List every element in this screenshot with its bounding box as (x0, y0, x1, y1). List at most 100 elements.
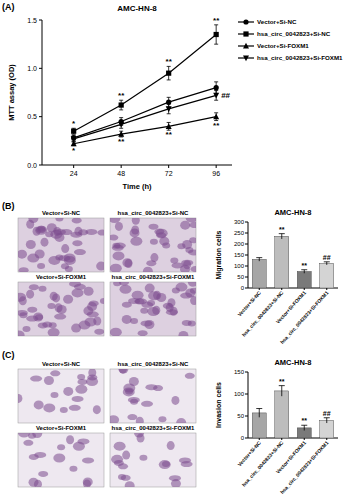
cell (110, 415, 119, 423)
cell (97, 230, 104, 236)
y-tick (39, 116, 42, 117)
chart-title: AMC-HN-8 (274, 208, 311, 217)
cell (53, 454, 65, 463)
y-tick (245, 244, 248, 245)
background (0, 0, 346, 500)
cell (47, 223, 57, 232)
cell (48, 328, 60, 336)
micrograph (107, 365, 196, 427)
y-axis-label: Invasion cells (215, 382, 222, 428)
error-bar (214, 113, 218, 121)
y-tick (39, 165, 42, 166)
x-tick (73, 165, 74, 168)
legend: Vector+Si-NChsa_circ_0042823+Si-NCVector… (238, 18, 343, 61)
series-line (74, 95, 217, 138)
cell (26, 220, 34, 229)
y-tick-label: 0 (241, 285, 245, 291)
cell (186, 218, 196, 223)
cell (96, 262, 104, 271)
marker (166, 123, 172, 129)
micrograph (18, 429, 104, 489)
cell (122, 258, 132, 267)
cell (112, 245, 124, 251)
bar-chart: AMC-HN-8050100150200250300Migration cell… (215, 208, 338, 345)
y-tick-label: 50 (237, 274, 244, 280)
cell (167, 441, 175, 450)
error-bar (324, 418, 330, 423)
y-tick (39, 20, 42, 21)
legend-marker (243, 31, 248, 36)
cell (72, 218, 82, 223)
y-tick (39, 68, 42, 69)
annotation: ** (213, 121, 220, 130)
y-tick (245, 277, 248, 278)
cell (94, 329, 104, 335)
cell (82, 457, 94, 463)
error-bar (119, 100, 123, 110)
marker (214, 85, 219, 90)
legend-label: hsa_circ_0042823+Si-NC (257, 30, 331, 37)
cell (35, 314, 43, 320)
y-tick (245, 438, 248, 439)
bar (275, 391, 289, 438)
plot-area (252, 386, 333, 438)
cell (93, 405, 101, 414)
cell (18, 394, 22, 403)
cell (127, 414, 137, 420)
cell (119, 282, 129, 286)
y-tick (245, 233, 248, 234)
error-bar (279, 386, 285, 397)
x-tick-label: 96 (212, 170, 220, 177)
annotation: ** (302, 262, 308, 269)
cell (19, 267, 29, 272)
cell (66, 435, 74, 444)
legend-marker (243, 55, 249, 61)
cell (38, 471, 48, 477)
cell (18, 250, 27, 259)
cell (60, 407, 68, 413)
annotation: ## (323, 410, 331, 417)
cell (140, 308, 148, 314)
y-tick-label: 0.0 (27, 162, 37, 169)
cells (110, 282, 196, 336)
marker (71, 136, 77, 142)
image-frame (110, 433, 196, 487)
annotation: ** (302, 417, 308, 424)
y-tick-label: 50 (237, 413, 244, 419)
cell (69, 405, 81, 411)
legend-label: Vector+Si-NC (257, 18, 297, 25)
image-label: hsa_circ_0042823+Si-NC (118, 361, 190, 367)
cell (18, 310, 28, 316)
y-tick-label: 1.5 (27, 17, 37, 24)
cell (115, 222, 123, 231)
cell (26, 240, 36, 249)
cell (130, 228, 140, 237)
cells (18, 282, 104, 336)
cell (110, 328, 122, 336)
cell (171, 396, 179, 405)
cell (47, 303, 55, 309)
cell (71, 288, 83, 297)
cell (74, 249, 86, 255)
x-tick (326, 438, 327, 440)
error-bar (301, 425, 307, 430)
cell (18, 293, 26, 302)
x-tick-label: 48 (117, 170, 125, 177)
image-frame (110, 369, 196, 423)
bar (252, 259, 266, 288)
cell (170, 258, 178, 264)
cell (23, 440, 33, 446)
error-bar (72, 128, 76, 134)
x-tick-label: 72 (165, 170, 173, 177)
error-bar (256, 409, 262, 418)
image-label: hsa_circ_0042823+Si-NC (118, 210, 190, 216)
x-tick (168, 165, 169, 168)
cell (52, 293, 60, 302)
chart-title: AMC-HN-8 (274, 358, 311, 367)
cell (23, 326, 31, 332)
y-tick-label: 0.5 (27, 113, 37, 120)
bar-chart: AMC-HN-8050100150Invasion cellsVector+Si… (215, 358, 338, 495)
y-tick-label: 150 (234, 252, 245, 258)
legend-label: hsa_circ_0042823+Si-FOXM1 (257, 54, 343, 61)
cell (39, 286, 47, 292)
